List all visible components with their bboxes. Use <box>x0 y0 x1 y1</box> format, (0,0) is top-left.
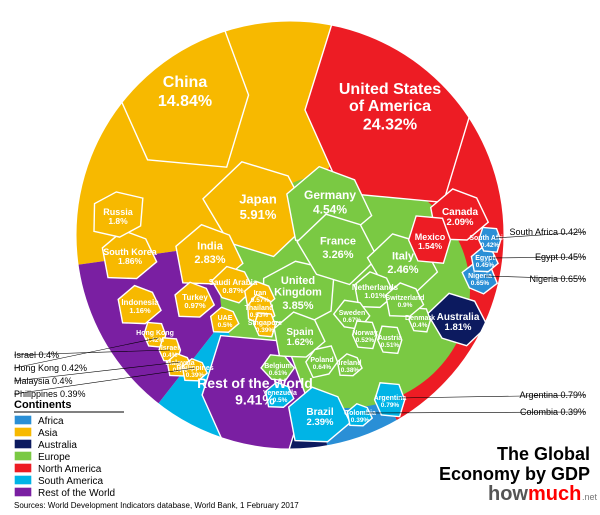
svg-text:1.01%: 1.01% <box>364 291 386 300</box>
svg-text:Argentina: Argentina <box>374 395 407 402</box>
svg-text:0.9%: 0.9% <box>398 302 413 309</box>
svg-text:0.45%: 0.45% <box>476 262 495 269</box>
svg-text:Nigeria: Nigeria <box>468 273 492 280</box>
svg-text:Hong Kong 0.42%: Hong Kong 0.42% <box>14 363 87 373</box>
svg-text:2.83%: 2.83% <box>194 254 225 266</box>
svg-text:North America: North America <box>38 464 102 475</box>
svg-text:.net: .net <box>582 492 598 502</box>
svg-text:India: India <box>197 241 224 253</box>
svg-text:Argentina 0.79%: Argentina 0.79% <box>519 390 586 400</box>
svg-text:Kingdom: Kingdom <box>274 287 322 299</box>
svg-text:Ireland: Ireland <box>339 360 362 367</box>
svg-text:United: United <box>281 275 315 287</box>
source-text: Sources: World Development Indicators da… <box>14 501 299 510</box>
legend: Continents AfricaAsiaAustraliaEuropeNorth… <box>14 399 124 499</box>
svg-text:Philippines: Philippines <box>176 365 213 372</box>
svg-text:2.46%: 2.46% <box>387 264 418 276</box>
svg-text:South Africa 0.42%: South Africa 0.42% <box>509 227 586 237</box>
svg-text:0.57%: 0.57% <box>251 297 270 304</box>
svg-text:0.53%: 0.53% <box>250 312 269 319</box>
svg-text:0.87%: 0.87% <box>222 286 244 295</box>
svg-text:3.26%: 3.26% <box>322 249 353 261</box>
svg-text:Japan: Japan <box>239 192 277 207</box>
svg-text:0.42%: 0.42% <box>146 337 165 344</box>
brand-logo: howmuch.net <box>488 483 598 505</box>
svg-text:0.39%: 0.39% <box>256 327 275 334</box>
svg-text:0.79%: 0.79% <box>381 402 400 409</box>
svg-text:5.91%: 5.91% <box>240 207 277 222</box>
svg-text:0.97%: 0.97% <box>184 301 206 310</box>
svg-text:of America: of America <box>349 98 431 115</box>
svg-text:South America: South America <box>38 476 103 487</box>
svg-text:0.4%: 0.4% <box>413 322 428 329</box>
svg-text:Italy: Italy <box>392 251 415 263</box>
svg-text:1.62%: 1.62% <box>287 337 314 348</box>
svg-text:Rest of the World: Rest of the World <box>197 375 313 391</box>
svg-text:Colombia 0.39%: Colombia 0.39% <box>520 407 586 417</box>
svg-text:China: China <box>163 74 208 91</box>
svg-text:Egypt: Egypt <box>475 255 495 262</box>
svg-text:Germany: Germany <box>304 188 356 202</box>
svg-text:France: France <box>320 236 356 248</box>
svg-text:Thailand: Thailand <box>245 305 274 312</box>
svg-text:Europe: Europe <box>38 452 71 463</box>
gdp-voronoi-chart: United Statesof America 24.32% China 14.84%… <box>0 0 600 515</box>
svg-text:Economy by GDP: Economy by GDP <box>439 464 590 484</box>
svg-text:Austria: Austria <box>378 335 402 342</box>
svg-text:0.39%: 0.39% <box>186 372 205 379</box>
svg-text:Sweden: Sweden <box>339 310 365 317</box>
svg-text:South Africa: South Africa <box>469 235 510 242</box>
svg-text:Iran: Iran <box>254 290 267 297</box>
svg-text:1.86%: 1.86% <box>118 256 143 266</box>
svg-text:4.54%: 4.54% <box>313 203 347 217</box>
svg-text:Nigeria 0.65%: Nigeria 0.65% <box>529 274 586 284</box>
svg-text:Africa: Africa <box>38 416 64 427</box>
chart-title: The GlobalEconomy by GDP <box>439 444 590 484</box>
svg-text:Egypt 0.45%: Egypt 0.45% <box>535 252 586 262</box>
svg-text:0.51%: 0.51% <box>381 342 400 349</box>
svg-text:1.16%: 1.16% <box>129 306 151 315</box>
svg-text:Israel: Israel <box>161 345 179 352</box>
svg-text:Australia: Australia <box>38 440 77 451</box>
svg-text:0.5%: 0.5% <box>273 397 288 404</box>
svg-text:Denmark: Denmark <box>405 315 435 322</box>
svg-text:The Global: The Global <box>497 444 590 464</box>
svg-text:Switzerland: Switzerland <box>386 295 425 302</box>
svg-text:14.84%: 14.84% <box>158 93 212 110</box>
svg-text:0.52%: 0.52% <box>356 337 375 344</box>
svg-text:Singapore: Singapore <box>248 320 282 327</box>
svg-text:much: much <box>528 483 581 505</box>
svg-text:how: how <box>488 483 528 505</box>
svg-text:0.67%: 0.67% <box>343 317 362 324</box>
svg-text:0.39%: 0.39% <box>351 417 370 424</box>
svg-text:0.61%: 0.61% <box>269 370 288 377</box>
svg-text:0.42%: 0.42% <box>481 242 500 249</box>
svg-text:Philippines 0.39%: Philippines 0.39% <box>14 389 86 399</box>
svg-text:2.39%: 2.39% <box>307 417 334 428</box>
svg-text:1.8%: 1.8% <box>108 216 128 226</box>
svg-text:24.32%: 24.32% <box>363 117 417 134</box>
svg-text:Colombia: Colombia <box>344 410 376 417</box>
svg-text:Asia: Asia <box>38 428 58 439</box>
svg-text:0.5%: 0.5% <box>218 322 233 329</box>
svg-text:Venezuela: Venezuela <box>263 390 297 397</box>
svg-text:UAE: UAE <box>218 315 233 322</box>
svg-text:Israel 0.4%: Israel 0.4% <box>14 350 59 360</box>
svg-text:2.09%: 2.09% <box>447 217 474 228</box>
svg-text:Belgium: Belgium <box>264 363 292 370</box>
svg-text:0.4%: 0.4% <box>163 352 178 359</box>
svg-text:1.54%: 1.54% <box>418 241 443 251</box>
svg-text:Norway: Norway <box>352 330 377 337</box>
svg-text:1.81%: 1.81% <box>445 322 472 333</box>
svg-text:0.38%: 0.38% <box>341 367 360 374</box>
svg-text:Malaysia 0.4%: Malaysia 0.4% <box>14 376 73 386</box>
svg-text:Rest of the World: Rest of the World <box>38 488 115 499</box>
svg-text:0.65%: 0.65% <box>471 280 490 287</box>
svg-text:Continents: Continents <box>14 399 71 411</box>
svg-text:3.85%: 3.85% <box>282 300 313 312</box>
svg-text:0.64%: 0.64% <box>313 364 332 371</box>
svg-text:Poland: Poland <box>310 357 333 364</box>
svg-text:Hong Kong: Hong Kong <box>136 330 174 337</box>
svg-text:United States: United States <box>339 81 441 98</box>
